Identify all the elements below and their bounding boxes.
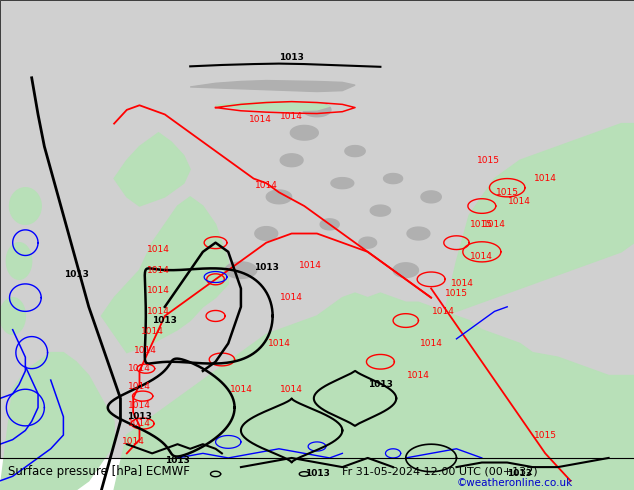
Polygon shape (216, 101, 330, 111)
Text: 1014: 1014 (147, 286, 170, 295)
Polygon shape (345, 146, 365, 157)
Text: 1014: 1014 (128, 419, 151, 428)
Polygon shape (266, 190, 292, 204)
Text: 1013: 1013 (507, 469, 533, 478)
Polygon shape (114, 293, 634, 490)
Polygon shape (190, 80, 355, 92)
Polygon shape (114, 133, 190, 206)
Text: 1014: 1014 (470, 252, 493, 261)
Text: 1014: 1014 (141, 327, 164, 337)
Text: 1014: 1014 (230, 385, 252, 394)
Text: 1013: 1013 (63, 270, 89, 279)
Text: 1014: 1014 (128, 383, 151, 392)
Polygon shape (444, 123, 634, 316)
Polygon shape (393, 263, 418, 277)
Text: 1014: 1014 (268, 339, 290, 348)
Text: Fr 31-05-2024 12:00 UTC (00+132): Fr 31-05-2024 12:00 UTC (00+132) (342, 467, 538, 477)
Polygon shape (0, 297, 25, 334)
Text: 1015: 1015 (496, 188, 519, 197)
Polygon shape (0, 353, 114, 490)
Bar (0, 458, 634, 490)
Text: 1014: 1014 (134, 346, 157, 355)
Text: 1014: 1014 (122, 438, 145, 446)
Polygon shape (225, 262, 257, 278)
Polygon shape (407, 227, 430, 240)
Text: 1014: 1014 (280, 293, 303, 302)
Polygon shape (10, 188, 41, 224)
Polygon shape (280, 154, 303, 167)
Text: 1015: 1015 (477, 156, 500, 165)
Text: 1014: 1014 (407, 371, 430, 380)
Text: ©weatheronline.co.uk: ©weatheronline.co.uk (456, 478, 573, 488)
Text: 1014: 1014 (280, 112, 303, 121)
Text: 1014: 1014 (483, 220, 506, 229)
Text: 1013: 1013 (165, 456, 190, 465)
Text: 1015: 1015 (445, 289, 468, 297)
Polygon shape (359, 237, 377, 248)
Text: 1013: 1013 (152, 316, 178, 325)
Text: 1014: 1014 (508, 197, 531, 206)
Text: 1013: 1013 (279, 53, 304, 62)
Text: 1013: 1013 (127, 412, 152, 421)
Text: 1014: 1014 (249, 115, 271, 123)
Text: 1014: 1014 (432, 307, 455, 316)
Polygon shape (320, 219, 339, 230)
Polygon shape (303, 103, 331, 117)
Polygon shape (421, 191, 441, 203)
Polygon shape (6, 243, 32, 279)
Text: 1014: 1014 (534, 174, 557, 183)
Text: 1015: 1015 (470, 220, 493, 229)
Text: 1014: 1014 (147, 266, 170, 275)
Polygon shape (384, 173, 403, 184)
Text: 1013: 1013 (254, 263, 279, 272)
Text: Surface pressure [hPa] ECMWF: Surface pressure [hPa] ECMWF (8, 466, 190, 479)
Text: 1014: 1014 (299, 261, 322, 270)
Polygon shape (370, 205, 391, 216)
Polygon shape (290, 125, 318, 140)
Text: 1014: 1014 (451, 279, 474, 289)
Text: 1014: 1014 (128, 364, 151, 373)
Text: 1013: 1013 (304, 469, 330, 478)
Text: 1014: 1014 (420, 339, 443, 348)
Text: 1014: 1014 (280, 385, 303, 394)
Text: 1014: 1014 (255, 181, 278, 190)
Text: 1014: 1014 (128, 401, 151, 410)
Text: 1014: 1014 (147, 307, 170, 316)
Text: 1014: 1014 (147, 245, 170, 254)
Text: 1013: 1013 (368, 380, 393, 389)
Text: 1015: 1015 (534, 431, 557, 440)
Polygon shape (331, 178, 354, 189)
Polygon shape (101, 197, 228, 353)
Polygon shape (255, 227, 278, 241)
